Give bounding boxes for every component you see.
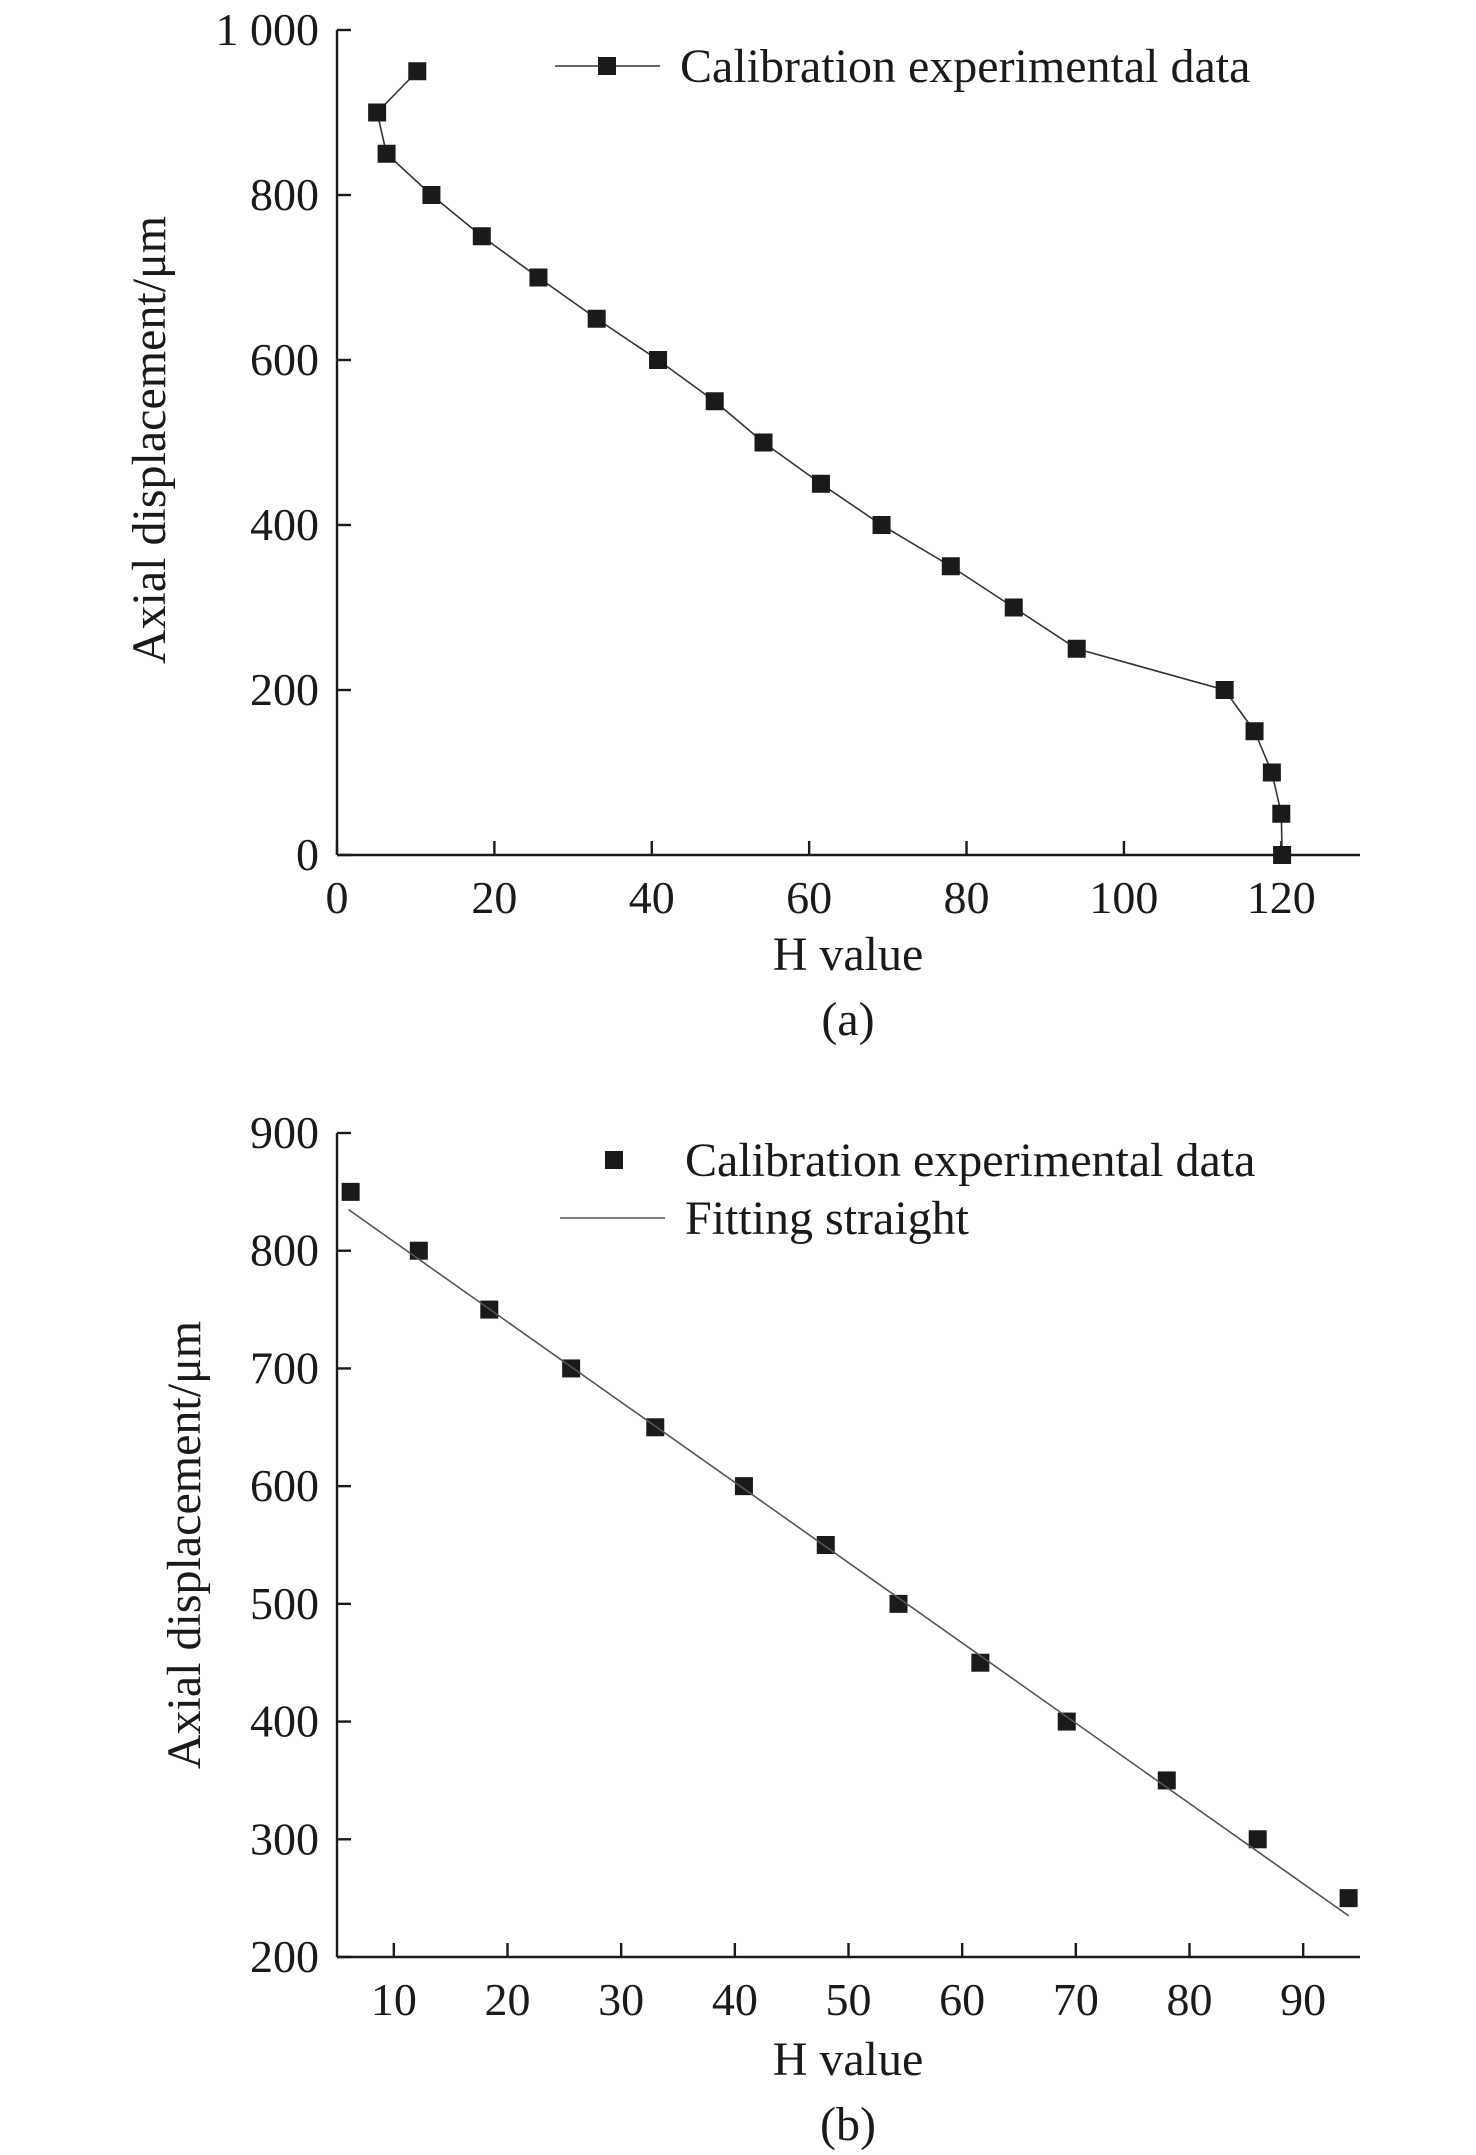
x-tick-label: 100 xyxy=(1089,872,1158,923)
fit-line xyxy=(347,1208,1350,1917)
x-tick-label: 40 xyxy=(712,1974,758,2025)
legend-label: Calibration experimental data xyxy=(680,40,1250,93)
data-point xyxy=(1273,846,1292,864)
data-point xyxy=(377,144,396,163)
x-tick-label: 20 xyxy=(485,1974,531,2025)
data-point xyxy=(1067,639,1086,658)
data-point xyxy=(889,1594,908,1613)
y-tick-label: 200 xyxy=(250,1931,319,1982)
y-tick-label: 800 xyxy=(250,169,319,220)
data-point xyxy=(409,1241,428,1260)
panel-caption: (a) xyxy=(821,993,874,1046)
y-tick-label: 900 xyxy=(250,1107,319,1158)
y-axis-title: Axial displacement/μm xyxy=(123,216,176,664)
data-point xyxy=(1215,681,1234,699)
legend-marker xyxy=(605,1151,623,1169)
series-line xyxy=(376,70,1283,856)
data-point xyxy=(529,268,548,287)
x-tick-label: 80 xyxy=(1167,1974,1213,2025)
x-tick-label: 40 xyxy=(629,872,675,923)
x-tick-label: 30 xyxy=(598,1974,644,2025)
x-tick-label: 90 xyxy=(1280,1974,1326,2025)
y-tick-label: 300 xyxy=(250,1813,319,1864)
data-point xyxy=(734,1477,753,1496)
data-point xyxy=(368,103,387,122)
x-tick-label: 0 xyxy=(326,872,349,923)
data-point xyxy=(408,62,427,81)
data-point xyxy=(941,557,960,576)
y-tick-label: 0 xyxy=(296,829,319,880)
legend-label: Fitting straight xyxy=(685,1192,970,1245)
y-tick-label: 800 xyxy=(250,1225,319,1276)
data-point xyxy=(1004,598,1023,617)
data-point xyxy=(422,186,441,204)
x-tick-label: 120 xyxy=(1247,872,1316,923)
data-point xyxy=(872,516,891,534)
chart-panel-b: 10 20 30 40 50 60 70 80 90 200 300 400 500 600 700 800 9… xyxy=(158,1107,1360,2151)
x-tick-label: 20 xyxy=(471,872,517,923)
data-point xyxy=(1248,1830,1267,1849)
data-point xyxy=(754,433,773,452)
y-tick-label: 400 xyxy=(250,1696,319,1747)
data-point xyxy=(587,309,606,328)
x-tick-label: 80 xyxy=(944,872,990,923)
x-tick-label: 70 xyxy=(1053,1974,1099,2025)
legend: Calibration experimental data xyxy=(555,40,1250,93)
data-point xyxy=(811,474,830,493)
y-tick-label: 500 xyxy=(250,1578,319,1629)
y-tick-label: 1 000 xyxy=(216,4,320,55)
data-point xyxy=(649,351,668,369)
x-tick-label: 60 xyxy=(939,1974,985,2025)
data-point xyxy=(1245,722,1264,741)
chart-panel-a: 0 20 40 60 80 100 120 0 200 400 600 800 1 000 H value… xyxy=(123,4,1360,1046)
x-tick-label: 50 xyxy=(826,1974,872,2025)
data-point xyxy=(705,392,724,411)
data-point xyxy=(1339,1889,1358,1908)
y-tick-label: 600 xyxy=(250,334,319,385)
y-tick-label: 600 xyxy=(250,1460,319,1511)
y-tick-label: 700 xyxy=(250,1342,319,1393)
y-tick-label: 400 xyxy=(250,499,319,550)
data-point xyxy=(1272,804,1291,823)
x-tick-label: 10 xyxy=(371,1974,417,2025)
data-point xyxy=(1057,1712,1076,1731)
x-axis-title: H value xyxy=(773,2033,924,2086)
data-point xyxy=(472,227,491,246)
y-tick-label: 200 xyxy=(250,664,319,715)
legend-label: Calibration experimental data xyxy=(685,1134,1255,1187)
x-tick-label: 60 xyxy=(786,872,832,923)
legend-marker xyxy=(598,57,616,75)
y-axis-title: Axial displacement/μm xyxy=(158,1321,211,1769)
x-axis-title: H value xyxy=(773,928,924,981)
data-point xyxy=(1262,763,1281,782)
data-point xyxy=(341,1182,360,1201)
panel-caption: (b) xyxy=(820,2098,876,2151)
